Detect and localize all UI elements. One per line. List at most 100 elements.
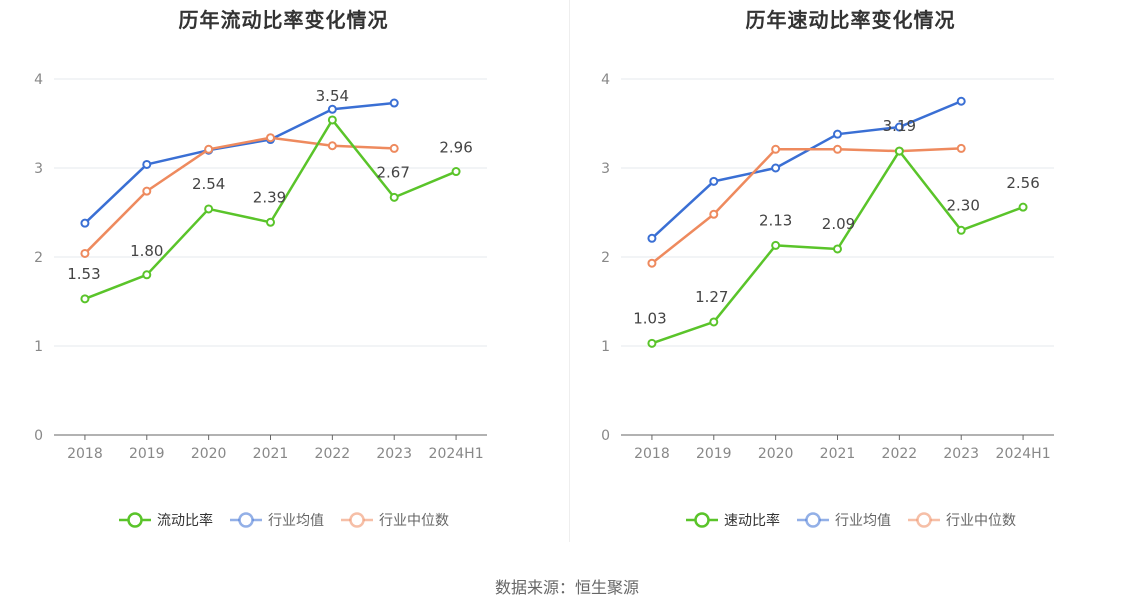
legend-label: 速动比率 [724,513,780,529]
data-label: 3.54 [316,87,349,105]
x-tick-label: 2019 [696,446,732,462]
data-point[interactable] [771,240,781,250]
data-label: 2.54 [192,175,225,193]
data-label: 2.96 [439,139,472,157]
data-point[interactable] [709,209,719,219]
x-tick-label: 2019 [129,446,165,462]
panel-divider [569,0,570,542]
data-point[interactable] [389,192,399,202]
data-point[interactable] [956,225,966,235]
data-source-note: 数据来源：恒生聚源 [494,578,639,597]
chart-panel-current-ratio: 历年流动比率变化情况 0 1 2 3 4 2018 2019 2020 2021 2022 2023… [0,0,567,545]
data-point[interactable] [451,167,461,177]
data-label: 3.19 [883,117,916,135]
legend-symbol-icon [797,512,829,528]
data-point[interactable] [833,129,842,139]
x-tick-label: 2020 [758,446,794,462]
y-tick-label: 1 [601,339,610,355]
series-line [84,136,395,255]
series-line [651,100,962,240]
data-label: 2.13 [759,211,792,229]
data-point[interactable] [80,294,90,304]
x-tick-label: 2021 [253,446,289,462]
data-point[interactable] [647,338,657,348]
chart-canvas: 0 1 2 3 4 2018 2019 2020 2021 2022 2023 2024H1 1.53 1… [34,72,487,462]
data-point[interactable] [709,317,719,327]
data-point[interactable] [647,258,657,268]
data-point[interactable] [389,143,399,153]
series-line [651,147,962,265]
legend-symbol-icon [686,512,718,528]
x-tick-label: 2020 [191,446,227,462]
data-point[interactable] [266,133,275,143]
data-point[interactable] [327,141,337,151]
legend-label: 行业均值 [268,513,324,529]
legend-symbol-icon [119,512,151,528]
chart-legend: 流动比率 行业均值 行业中位数 [0,510,567,530]
chart-canvas: 0 1 2 3 4 2018 2019 2020 2021 2022 2023 2024H1 1.03 1… [601,72,1054,462]
y-tick-label: 3 [601,161,610,177]
legend-label: 行业均值 [835,513,891,529]
data-point[interactable] [327,115,337,125]
legend-item[interactable]: 行业均值 [229,510,324,530]
data-point[interactable] [80,248,90,258]
chart-legend: 速动比率 行业均值 行业中位数 [567,510,1134,530]
y-tick-label: 1 [34,339,43,355]
chart-panel-quick-ratio: 历年速动比率变化情况 0 1 2 3 4 2018 2019 2020 2021 2022 2023… [567,0,1134,545]
x-tick-label: 2021 [820,446,856,462]
x-tick-label: 2023 [376,446,412,462]
x-tick-label: 2022 [315,446,351,462]
legend-symbol-icon [230,512,262,528]
y-tick-label: 3 [34,161,43,177]
data-point[interactable] [204,204,214,214]
data-point[interactable] [771,163,781,173]
data-point[interactable] [327,104,337,114]
chart-title: 历年流动比率变化情况 [178,8,389,32]
data-point[interactable] [956,96,966,106]
data-point[interactable] [1018,202,1028,212]
data-point[interactable] [833,244,842,254]
y-tick-label: 2 [34,250,43,266]
legend-item[interactable]: 行业均值 [796,510,891,530]
legend-item[interactable]: 速动比率 [685,510,780,530]
series-line [84,118,457,300]
data-point[interactable] [894,122,904,132]
data-point[interactable] [142,186,152,196]
data-point[interactable] [389,98,399,108]
x-tick-label: 2024H1 [996,446,1051,462]
legend-item[interactable]: 行业中位数 [340,510,449,530]
data-point[interactable] [204,144,214,154]
data-label: 1.53 [67,265,100,283]
y-tick-label: 0 [601,428,610,444]
y-tick-label: 4 [601,72,610,88]
data-point[interactable] [266,217,275,227]
data-point[interactable] [894,146,904,156]
data-label: 2.67 [377,163,410,181]
data-label: 2.30 [947,196,980,214]
legend-label: 行业中位数 [379,513,449,529]
data-point[interactable] [709,176,719,186]
data-point[interactable] [142,159,152,169]
chart-title: 历年速动比率变化情况 [745,8,956,32]
legend-item[interactable]: 流动比率 [118,510,213,530]
legend-symbol-icon [341,512,373,528]
data-label: 2.39 [253,188,286,206]
series-line [84,101,395,225]
data-point[interactable] [771,144,781,154]
legend-label: 流动比率 [157,513,213,529]
data-point[interactable] [142,270,152,280]
data-point[interactable] [647,233,657,243]
data-point[interactable] [956,143,966,153]
y-tick-label: 0 [34,428,43,444]
legend-label: 行业中位数 [946,513,1016,529]
data-point[interactable] [833,144,842,154]
y-tick-label: 4 [34,72,43,88]
x-tick-label: 2022 [882,446,918,462]
legend-symbol-icon [908,512,940,528]
data-label: 1.80 [130,242,163,260]
x-tick-label: 2018 [634,446,670,462]
x-tick-label: 2018 [67,446,103,462]
data-label: 2.09 [822,215,855,233]
legend-item[interactable]: 行业中位数 [907,510,1016,530]
data-point[interactable] [80,218,90,228]
